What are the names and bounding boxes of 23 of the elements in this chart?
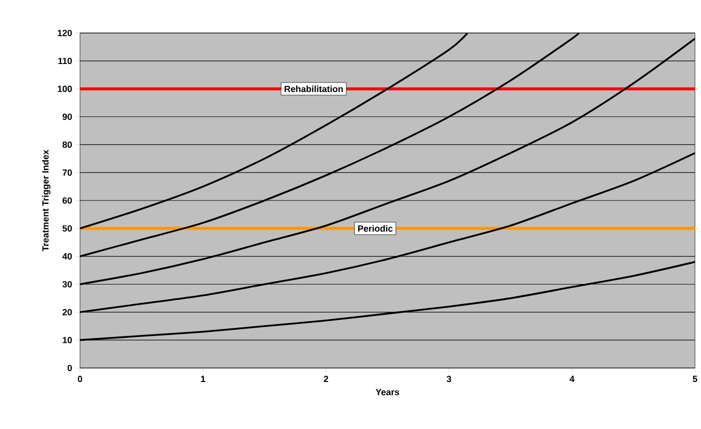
x-tick-label: 5 bbox=[692, 376, 698, 382]
ref-line-label: Rehabilitation bbox=[284, 86, 343, 92]
x-tick-label: 0 bbox=[78, 376, 82, 382]
y-tick-label: 70 bbox=[62, 169, 72, 176]
y-tick-label: 110 bbox=[58, 58, 72, 64]
x-tick-label: 3 bbox=[446, 376, 452, 382]
y-tick-label: 50 bbox=[62, 225, 72, 232]
y-tick-label: 20 bbox=[62, 308, 72, 316]
x-axis-title: Years bbox=[376, 388, 400, 396]
y-tick-label: 80 bbox=[62, 141, 72, 148]
y-tick-label: 120 bbox=[58, 30, 72, 36]
ref-line-label: Periodic bbox=[358, 225, 393, 232]
x-tick-label: 1 bbox=[201, 376, 206, 382]
x-tick-label: 4 bbox=[570, 376, 574, 382]
y-tick-label: 10 bbox=[62, 336, 72, 344]
y-axis-title: Treatment Trigger Index bbox=[42, 150, 50, 252]
y-tick-label: 90 bbox=[62, 114, 72, 120]
y-tick-label: 30 bbox=[62, 281, 72, 288]
y-tick-label: 0 bbox=[68, 364, 72, 372]
y-tick-label: 60 bbox=[62, 197, 72, 204]
y-tick-label: 100 bbox=[58, 86, 72, 92]
y-tick-label: 40 bbox=[62, 253, 72, 260]
x-tick-label: 2 bbox=[324, 376, 328, 382]
